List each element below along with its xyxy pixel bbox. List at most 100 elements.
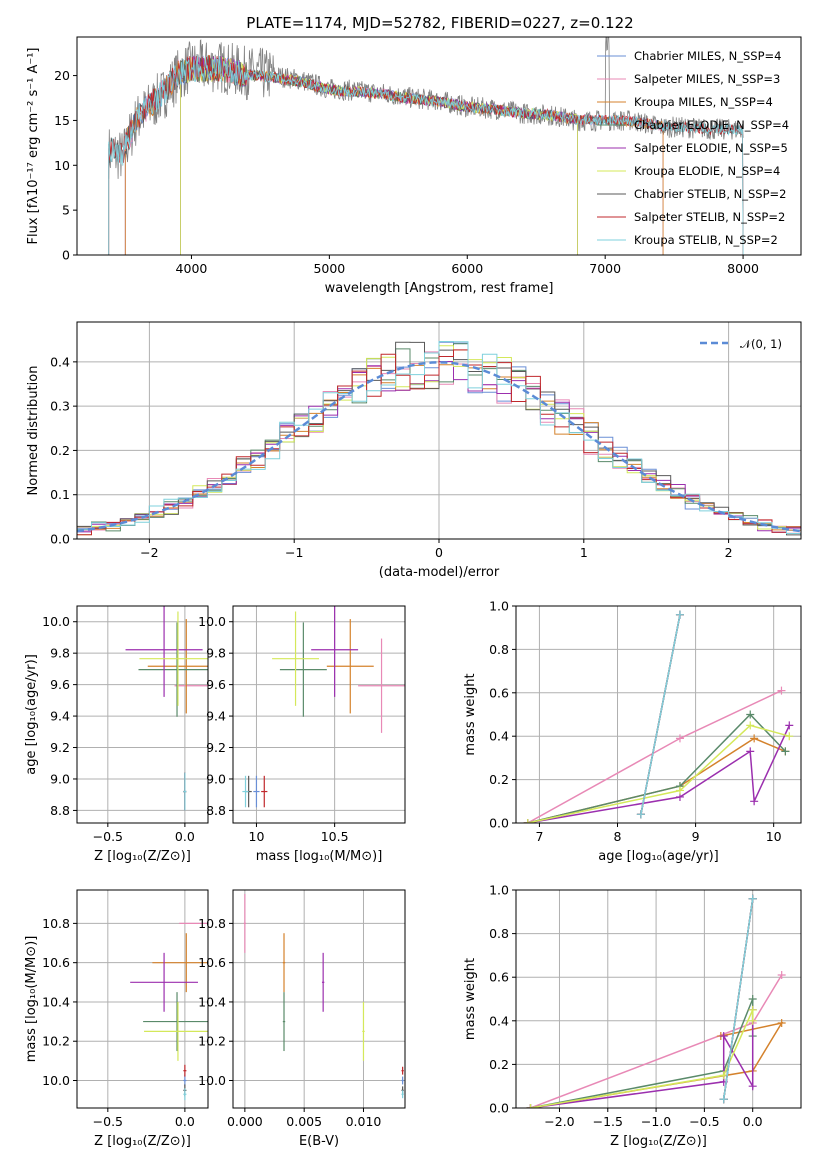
y-tick-label: 0.2 — [50, 443, 70, 458]
y-tick-label: 8.8 — [50, 803, 70, 818]
y-tick-label: 1.0 — [489, 599, 509, 614]
weight-marker — [748, 995, 757, 1003]
error-crosses — [125, 606, 208, 811]
y-axis-label: Normed distribution — [26, 366, 41, 496]
x-axis-label: Z [log₁₀(Z/Z⊙)] — [94, 849, 191, 864]
x-tick-label: 0.0 — [743, 1114, 763, 1129]
legend-entry: Chabrier STELIB, N_SSP=2 — [634, 187, 786, 201]
x-tick-label: −1.5 — [593, 1114, 623, 1129]
y-tick-label: 10.6 — [198, 955, 226, 970]
y-tick-label: 9.6 — [206, 677, 226, 692]
weight-marker — [719, 1071, 728, 1080]
y-tick-label: 0.0 — [489, 816, 509, 831]
y-tick-label: 9.2 — [50, 740, 70, 755]
error-crosses — [243, 893, 404, 1099]
x-tick-label: 0.010 — [346, 1114, 382, 1129]
x-tick-label: 0 — [435, 545, 443, 560]
y-axis-label: mass weight — [463, 958, 478, 1040]
weight-line — [527, 713, 786, 823]
x-axis-label: Z [log₁₀(Z/Z⊙)] — [610, 1134, 707, 1149]
x-tick-label: 0.0 — [175, 1114, 195, 1129]
weight-line — [527, 724, 790, 823]
weight-marker — [777, 1018, 786, 1027]
y-tick-label: 10.4 — [198, 994, 226, 1009]
error-crosses — [242, 606, 405, 808]
y-tick-label: 0.6 — [489, 685, 509, 700]
x-tick-label: −0.5 — [93, 1114, 123, 1129]
y-tick-label: 15 — [54, 113, 70, 128]
weight-line — [530, 1009, 754, 1108]
weight-marker — [746, 710, 755, 719]
x-tick-label: 8 — [614, 829, 622, 844]
x-tick-label: 7 — [535, 829, 543, 844]
y-axis-label: mass weight — [463, 673, 478, 755]
weight-line — [527, 725, 790, 823]
weight-line — [530, 998, 754, 1108]
x-axis-label: age [log₁₀(age/yr)] — [598, 849, 719, 864]
x-axis-label: E(B-V) — [299, 1134, 339, 1149]
x-tick-label: 4000 — [176, 261, 208, 276]
y-axis-label: mass [log₁₀(M/M⊙)] — [24, 936, 39, 1063]
x-axis-label: (data-model)/error — [379, 565, 500, 580]
x-tick-label: −1.0 — [641, 1114, 671, 1129]
y-tick-label: 0.1 — [50, 487, 70, 502]
y-tick-label: 10.2 — [42, 1034, 70, 1049]
y-tick-label: 0.0 — [50, 532, 70, 547]
y-tick-label: 0.2 — [489, 772, 509, 787]
y-tick-label: 0.0 — [489, 1101, 509, 1116]
legend-entry: Salpeter STELIB, N_SSP=2 — [634, 210, 785, 224]
error-crosses — [130, 922, 208, 1101]
model-line — [124, 55, 664, 255]
y-axis-label: age [log₁₀(age/yr)] — [24, 654, 39, 775]
axes-frame — [232, 605, 406, 824]
x-tick-label: 2 — [725, 545, 733, 560]
legend-entry: Kroupa STELIB, N_SSP=2 — [634, 233, 778, 247]
legend-entry: Chabrier ELODIE, N_SSP=4 — [634, 118, 789, 132]
weight-line — [527, 689, 782, 823]
weight-marker — [748, 1082, 757, 1091]
y-tick-label: 10 — [54, 158, 70, 173]
y-tick-label: 9.8 — [206, 646, 226, 661]
y-tick-label: 0.3 — [50, 399, 70, 414]
y-tick-label: 10.2 — [198, 1034, 226, 1049]
x-tick-label: −0.5 — [689, 1114, 719, 1129]
weight-line — [640, 614, 681, 815]
weight-marker — [746, 747, 755, 756]
axes-frame — [76, 36, 802, 256]
weight-marker — [746, 721, 755, 730]
axes-frame — [76, 321, 802, 540]
x-tick-label: −0.5 — [93, 829, 123, 844]
x-axis-label: wavelength [Angstrom, rest frame] — [325, 281, 554, 296]
x-tick-label: 6000 — [451, 261, 483, 276]
model-line — [108, 55, 744, 255]
x-tick-label: 9 — [692, 829, 700, 844]
y-tick-label: 10.0 — [42, 1073, 70, 1088]
y-tick-label: 0.4 — [50, 354, 70, 369]
y-tick-label: 10.0 — [42, 614, 70, 629]
weight-marker — [526, 1104, 535, 1108]
x-tick-label: −2.0 — [544, 1114, 574, 1129]
y-tick-label: 8.8 — [206, 803, 226, 818]
x-tick-label: 10 — [249, 829, 265, 844]
weight-marker — [785, 721, 794, 730]
weight-marker — [748, 1005, 757, 1014]
y-axis-label: Flux [fλ10⁻¹⁷ erg cm⁻² s⁻¹ A⁻¹] — [26, 48, 41, 245]
weight-marker — [675, 610, 684, 619]
legend-entry: Kroupa ELODIE, N_SSP=4 — [634, 164, 780, 178]
y-tick-label: 9.4 — [50, 709, 70, 724]
y-tick-label: 0.8 — [489, 642, 509, 657]
x-axis-label: mass [log₁₀(M/M⊙)] — [256, 849, 383, 864]
weight-marker — [719, 1032, 728, 1041]
axes-frame — [515, 605, 802, 824]
model-line — [124, 55, 664, 255]
y-tick-label: 9.0 — [50, 771, 70, 786]
weight-marker — [523, 819, 532, 823]
x-tick-label: −2 — [140, 545, 158, 560]
weight-marker — [675, 786, 684, 795]
x-axis-label: Z [log₁₀(Z/Z⊙)] — [94, 1134, 191, 1149]
model-line — [124, 54, 664, 255]
y-tick-label: 0.8 — [489, 926, 509, 941]
y-tick-label: 0.6 — [489, 970, 509, 985]
